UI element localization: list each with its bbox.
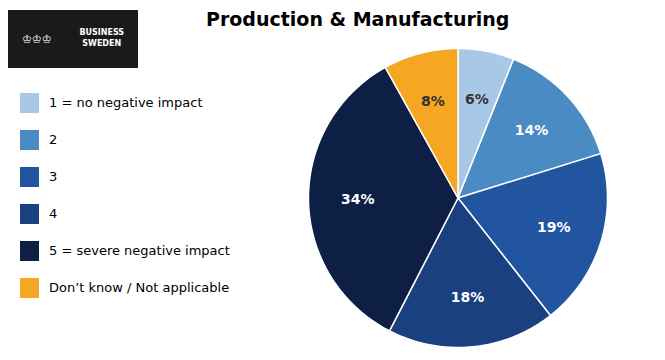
html-text:Production & Manufacturing: Production & Manufacturing xyxy=(206,8,510,30)
svg-text:18%: 18% xyxy=(451,289,485,305)
html-text:1 = no negative impact: 1 = no negative impact xyxy=(49,95,203,110)
html-text:5 = severe negative impact: 5 = severe negative impact xyxy=(49,243,230,258)
svg-text:14%: 14% xyxy=(515,122,549,138)
svg-text:19%: 19% xyxy=(537,219,571,235)
svg-text:6%: 6% xyxy=(465,91,489,107)
html-text:BUSINESS SWEDEN: BUSINESS SWEDEN xyxy=(79,28,125,48)
svg-text:8%: 8% xyxy=(421,93,445,109)
html-text:3: 3 xyxy=(49,169,58,184)
html-text:2: 2 xyxy=(49,132,58,147)
svg-text:34%: 34% xyxy=(341,191,375,207)
html-text:Don’t know / Not applicable: Don’t know / Not applicable xyxy=(49,280,230,295)
html-text:4: 4 xyxy=(49,206,58,221)
